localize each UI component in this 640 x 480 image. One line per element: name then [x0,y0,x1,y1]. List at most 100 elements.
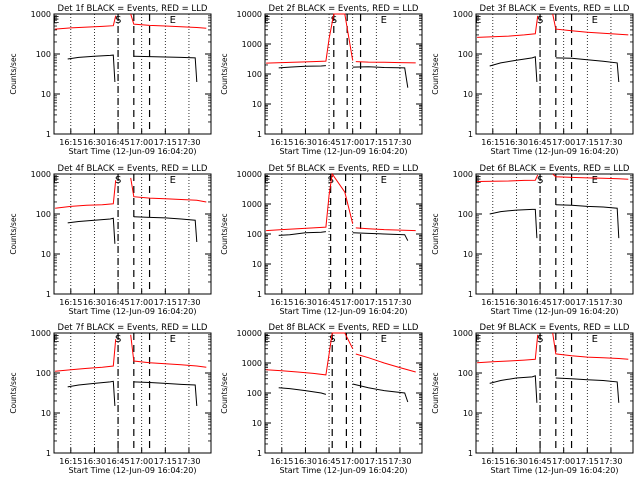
x-tick-label: 17:00 [552,457,575,466]
x-tick-label: 17:15 [154,457,177,466]
lld-series-line [552,173,629,180]
end-marker: E [592,175,598,186]
events-series-line [67,54,116,83]
y-axis-label: Counts/sec [431,213,440,254]
events-series-line [133,381,198,407]
x-tick-label: 16:45 [529,457,552,466]
end-marker: E [592,15,598,26]
lld-series-line [130,177,207,203]
x-tick-label: 17:00 [130,138,153,147]
lld-series-line [130,334,207,368]
y-tick-label: 1000 [453,170,473,179]
x-tick-label: 17:00 [130,298,153,307]
end-marker: E [170,334,176,345]
start-marker: E [264,334,270,345]
events-series-line [555,57,620,83]
x-tick-label: 17:00 [552,138,575,147]
x-tick-label: 16:15 [59,298,82,307]
lld-series-line [355,353,416,373]
y-tick-label: 10 [41,250,51,259]
x-tick-label: 17:30 [177,298,200,307]
plot-frame [475,332,634,454]
x-axis-label: Start Time (12-Jun-09 16:04:20) [491,307,619,316]
events-series-line [278,65,326,69]
start-marker: E [53,15,59,26]
plot-frame [264,332,423,454]
y-axis-label: Counts/sec [431,372,440,413]
x-tick-label: 16:45 [107,298,130,307]
detector-panel: Det 6f BLACK = Events, RED = LLD Counts/s… [431,164,634,316]
y-tick-label: 1 [468,130,473,139]
y-tick-label: 1 [468,290,473,299]
detector-panel: Det 8f BLACK = Events, RED = LLD Counts/s… [220,323,423,475]
x-tick-label: 16:15 [481,138,504,147]
x-axis-label: Start Time (12-Jun-09 16:04:20) [69,307,197,316]
x-tick-label: 17:00 [341,138,364,147]
events-series-line [489,56,538,83]
y-tick-label: 1000 [242,359,262,368]
x-tick-label: 17:30 [388,138,411,147]
lld-series-line [55,339,117,372]
x-tick-label: 16:15 [270,298,293,307]
x-axis-label: Start Time (12-Jun-09 16:04:20) [280,466,408,475]
saa-marker: S [537,15,543,26]
x-tick-label: 16:15 [270,457,293,466]
y-axis-label: Counts/sec [220,372,229,413]
x-tick-label: 16:30 [505,457,528,466]
x-tick-label: 16:45 [529,138,552,147]
events-series-line [133,216,198,243]
x-tick-label: 16:45 [318,457,341,466]
y-tick-label: 1 [46,290,51,299]
y-axis-label: Counts/sec [9,372,18,413]
lld-series-line [477,334,539,364]
lld-series-line [266,13,354,64]
plot-frame [53,13,212,135]
x-tick-label: 16:30 [83,457,106,466]
events-series-line [67,217,116,244]
y-tick-label: 1000 [31,170,51,179]
y-tick-label: 10 [41,90,51,99]
panel-title: Det 4f BLACK = Events, RED = LLD [58,164,208,174]
y-axis-label: Counts/sec [220,213,229,254]
x-tick-label: 17:15 [576,138,599,147]
x-tick-label: 17:00 [130,457,153,466]
saa-marker: S [115,175,121,186]
panel-title: Det 1f BLACK = Events, RED = LLD [58,4,208,14]
x-tick-label: 16:15 [59,138,82,147]
events-series-line [278,231,326,236]
y-tick-label: 10 [41,409,51,418]
start-marker: E [53,334,59,345]
x-tick-label: 16:30 [294,138,317,147]
x-tick-label: 17:00 [552,298,575,307]
events-series-line [555,377,620,403]
x-tick-label: 17:30 [177,457,200,466]
y-tick-label: 100 [458,210,473,219]
start-marker: E [475,15,481,26]
y-tick-label: 1 [257,130,262,139]
x-tick-label: 16:45 [107,457,130,466]
x-axis-label: Start Time (12-Jun-09 16:04:20) [280,147,408,156]
y-axis-label: Counts/sec [220,53,229,94]
saa-marker: S [115,334,121,345]
saa-marker: S [115,15,121,26]
end-marker: E [381,15,387,26]
start-marker: E [264,15,270,26]
y-tick-label: 10 [252,419,262,428]
x-tick-label: 16:30 [83,298,106,307]
y-tick-label: 1000 [453,10,473,19]
y-axis-label: Counts/sec [9,53,18,94]
x-tick-label: 17:15 [365,138,388,147]
y-axis-label: Counts/sec [431,53,440,94]
y-tick-label: 100 [247,389,262,398]
detector-panel: Det 3f BLACK = Events, RED = LLD Counts/s… [431,4,634,156]
y-tick-label: 1 [257,290,262,299]
start-marker: E [264,175,270,186]
x-tick-label: 16:30 [294,457,317,466]
y-axis-label: Counts/sec [9,213,18,254]
x-tick-label: 16:30 [505,298,528,307]
events-series-line [352,66,409,88]
detector-panel: Det 4f BLACK = Events, RED = LLD Counts/s… [9,164,212,316]
panel-title: Det 6f BLACK = Events, RED = LLD [480,164,630,174]
y-tick-label: 10000 [237,170,262,179]
x-tick-label: 16:45 [318,298,341,307]
